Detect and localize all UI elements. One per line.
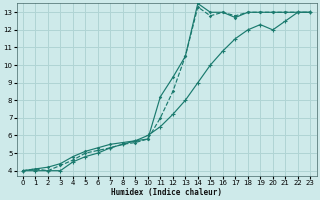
X-axis label: Humidex (Indice chaleur): Humidex (Indice chaleur) — [111, 188, 222, 197]
